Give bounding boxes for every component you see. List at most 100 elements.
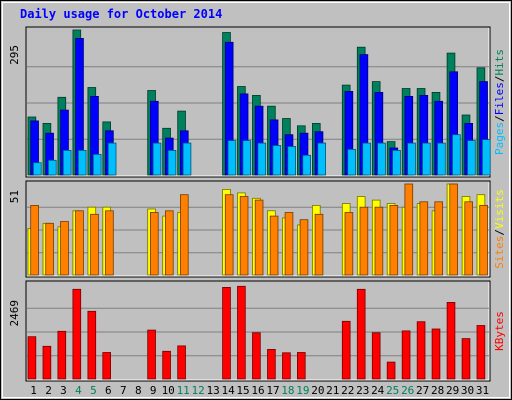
x-tick-label: 20 bbox=[311, 384, 324, 397]
bar-pages-day-15 bbox=[242, 140, 252, 176]
legend-kbytes: KBytes bbox=[493, 311, 506, 351]
x-tick-label: 26 bbox=[401, 384, 414, 397]
x-tick-label: 31 bbox=[476, 384, 489, 397]
bar-kbytes-day-14 bbox=[222, 286, 231, 380]
bar-sites-day-18 bbox=[284, 212, 294, 276]
x-tick-label: 10 bbox=[162, 384, 175, 397]
bar-sites-day-28 bbox=[434, 201, 443, 276]
bar-sites-day-2 bbox=[45, 222, 54, 276]
bar-sites-day-24 bbox=[374, 206, 384, 276]
bar-pages-day-10 bbox=[167, 149, 177, 176]
x-tick-label: 12 bbox=[191, 384, 204, 397]
bar-sites-day-6 bbox=[105, 210, 114, 276]
x-tick-label: 19 bbox=[296, 384, 309, 397]
bar-kbytes-day-1 bbox=[27, 336, 37, 380]
x-tick-label: 22 bbox=[341, 384, 354, 397]
legend-item: Hits bbox=[493, 49, 506, 76]
x-axis-labels: 1 2 3 4 5 6 7 8 9 10 11 12 13 14 15 16 17 18 19 20 21 22 23 24 2… bbox=[30, 384, 489, 397]
bar-pages-day-1 bbox=[33, 162, 42, 176]
bar-pages-day-22 bbox=[347, 148, 356, 176]
bar-pages-day-30 bbox=[467, 140, 476, 176]
bar-sites-day-27 bbox=[419, 201, 429, 276]
bar-pages-day-19 bbox=[302, 154, 311, 176]
bar-pages-day-5 bbox=[92, 153, 102, 176]
bar-sites-day-30 bbox=[464, 201, 473, 276]
legend-item: Visits bbox=[493, 189, 506, 229]
bar-sites-day-5 bbox=[90, 213, 99, 276]
bar-kbytes-day-5 bbox=[87, 310, 97, 380]
bar-pages-day-9 bbox=[152, 142, 162, 176]
legend-item: / bbox=[493, 115, 506, 122]
bar-kbytes-day-3 bbox=[57, 330, 67, 380]
x-tick-label: 28 bbox=[431, 384, 444, 397]
bar-sites-day-16 bbox=[254, 199, 264, 276]
bar-sites-day-4 bbox=[75, 210, 84, 276]
bar-pages-day-28 bbox=[437, 142, 446, 176]
bar-kbytes-day-4 bbox=[72, 288, 82, 380]
legend-hits-files-pages: Pages/Files/Hits bbox=[493, 49, 506, 155]
bar-sites-day-26 bbox=[404, 183, 414, 276]
bar-pages-day-6 bbox=[107, 142, 117, 176]
bar-kbytes-day-15 bbox=[237, 285, 246, 380]
bar-pages-day-14 bbox=[227, 140, 237, 176]
bar-kbytes-day-17 bbox=[267, 348, 276, 380]
bar-kbytes-day-19 bbox=[296, 352, 306, 380]
legend-item: / bbox=[493, 76, 506, 83]
bar-kbytes-day-6 bbox=[102, 352, 112, 380]
bar-sites-day-10 bbox=[164, 210, 174, 276]
x-tick-label: 29 bbox=[446, 384, 459, 397]
x-tick-label: 23 bbox=[356, 384, 369, 397]
legend-item: Pages bbox=[493, 122, 506, 155]
bar-kbytes-day-25 bbox=[386, 361, 396, 380]
bar-kbytes-day-24 bbox=[371, 332, 381, 380]
bar-kbytes-day-23 bbox=[356, 288, 366, 380]
bar-kbytes-day-31 bbox=[476, 325, 486, 380]
bar-kbytes-day-30 bbox=[461, 338, 471, 380]
x-tick-label: 27 bbox=[416, 384, 429, 397]
bar-pages-day-17 bbox=[272, 145, 282, 176]
bar-pages-day-24 bbox=[377, 142, 386, 176]
y-max-label: 2469 bbox=[8, 300, 21, 327]
legend-item: / bbox=[493, 229, 506, 236]
bar-kbytes-day-18 bbox=[282, 352, 291, 380]
bar-pages-day-25 bbox=[392, 149, 401, 176]
bar-kbytes-day-10 bbox=[162, 350, 171, 380]
bar-pages-day-29 bbox=[452, 134, 461, 176]
bar-sites-day-19 bbox=[299, 219, 309, 276]
x-tick-label: 21 bbox=[326, 384, 339, 397]
x-tick-label: 24 bbox=[371, 384, 385, 397]
bar-pages-day-3 bbox=[62, 149, 72, 176]
bar-sites-day-3 bbox=[60, 221, 69, 276]
bar-sites-day-22 bbox=[344, 212, 354, 276]
series-sites bbox=[30, 183, 488, 276]
bar-pages-day-4 bbox=[77, 149, 87, 176]
series-kbytes bbox=[27, 285, 486, 380]
x-tick-label: 9 bbox=[150, 384, 157, 397]
x-tick-label: 15 bbox=[236, 384, 249, 397]
x-tick-label: 2 bbox=[45, 384, 52, 397]
bar-sites-day-9 bbox=[149, 212, 159, 276]
x-tick-label: 11 bbox=[177, 384, 190, 397]
x-tick-label: 3 bbox=[60, 384, 67, 397]
x-tick-label: 5 bbox=[90, 384, 97, 397]
bar-kbytes-day-2 bbox=[42, 345, 52, 380]
bar-pages-day-23 bbox=[362, 142, 371, 176]
panel-kbytes: 2469 KBytes bbox=[8, 280, 506, 382]
panel-visits-sites: 51 Sites/Visits bbox=[8, 180, 506, 278]
bar-kbytes-day-28 bbox=[431, 328, 441, 380]
x-tick-label: 25 bbox=[386, 384, 399, 397]
bar-kbytes-day-9 bbox=[147, 329, 156, 380]
bar-kbytes-day-16 bbox=[252, 332, 261, 380]
bar-kbytes-day-27 bbox=[416, 321, 426, 380]
bar-kbytes-day-22 bbox=[341, 320, 351, 380]
bar-kbytes-day-29 bbox=[446, 301, 456, 380]
legend-item: KBytes bbox=[493, 311, 506, 351]
bar-pages-day-2 bbox=[48, 159, 57, 176]
x-tick-label: 6 bbox=[105, 384, 112, 397]
legend-item: Files bbox=[493, 82, 506, 115]
bar-sites-day-20 bbox=[314, 213, 324, 276]
chart-title: Daily usage for October 2014 bbox=[20, 7, 222, 21]
